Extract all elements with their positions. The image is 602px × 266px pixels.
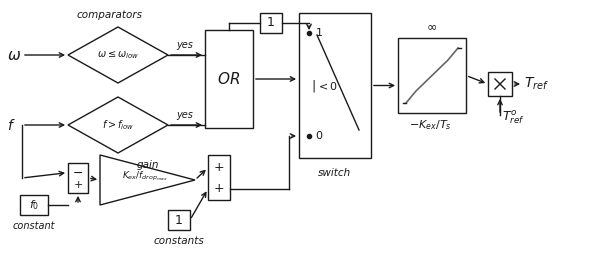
Text: $\infty$: $\infty$ [426,20,438,33]
Bar [488,72,512,96]
Text: comparators: comparators [77,10,143,20]
Text: $T^{o}_{ref}$: $T^{o}_{ref}$ [502,108,525,126]
Text: $OR$: $OR$ [217,71,241,87]
Bar [68,163,88,193]
Text: $f > f_{low}$: $f > f_{low}$ [102,118,134,132]
Text: $-K_{ex}/T_s$: $-K_{ex}/T_s$ [409,118,452,132]
Text: yes: yes [176,110,193,120]
Polygon shape [100,155,195,205]
Polygon shape [68,97,168,153]
Bar [208,155,230,200]
Text: gain: gain [136,160,159,170]
Text: yes: yes [176,40,193,50]
Text: $f_0$: $f_0$ [29,198,39,212]
Text: $\omega$: $\omega$ [7,48,21,63]
Text: 1: 1 [315,28,323,38]
Text: 1: 1 [267,16,275,30]
Text: $|$: $|$ [311,77,315,94]
Bar [398,38,466,113]
Text: 0: 0 [315,131,323,141]
Bar [260,13,282,33]
Text: $-$: $-$ [72,166,84,179]
Polygon shape [68,27,168,83]
Text: $K_{ex}/f_{drop_{max}}$: $K_{ex}/f_{drop_{max}}$ [122,169,169,182]
Text: constants: constants [154,236,204,246]
Text: $+$: $+$ [213,182,225,195]
Text: switch: switch [318,168,352,178]
Text: constant: constant [13,221,55,231]
Bar [205,30,253,128]
Bar [168,210,190,230]
Text: $+$: $+$ [73,179,83,190]
Bar [299,13,371,158]
Bar [20,195,48,215]
Text: $\omega \leq \omega_{low}$: $\omega \leq \omega_{low}$ [97,49,139,61]
Text: $T_{ref}$: $T_{ref}$ [524,76,549,92]
Text: $f$: $f$ [7,118,16,132]
Text: 1: 1 [175,214,183,227]
Text: $< 0$: $< 0$ [316,80,338,92]
Text: $+$: $+$ [213,161,225,174]
